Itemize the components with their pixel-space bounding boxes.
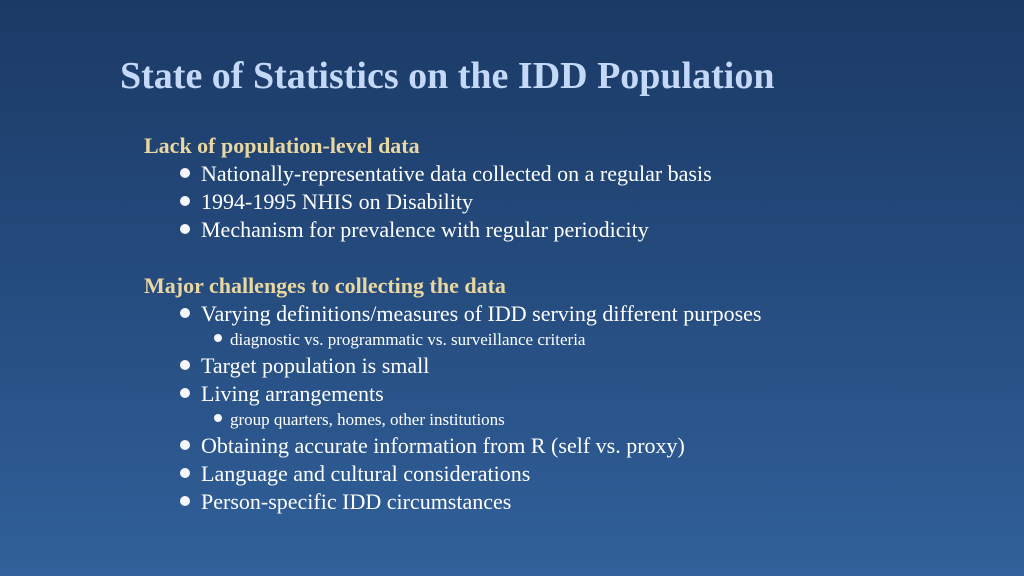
bullet-item: Language and cultural considerations [144,460,1004,488]
sub-bullet-text: diagnostic vs. programmatic vs. surveill… [230,330,586,349]
bullet-item: Person-specific IDD circumstances [144,488,1004,516]
sub-bullet-text: group quarters, homes, other institution… [230,410,505,429]
bullet-dot-icon [180,360,190,370]
sub-bullet-dot-icon [214,414,222,422]
slide-content: Lack of population-level data Nationally… [144,132,1004,516]
sub-bullet-dot-icon [214,334,222,342]
bullet-dot-icon [180,440,190,450]
bullet-text: Target population is small [201,353,430,378]
bullet-item: Target population is small [144,352,1004,380]
section-spacer [144,244,1004,272]
bullet-text: Language and cultural considerations [201,461,531,486]
section-heading-lack-of-data: Lack of population-level data [144,133,420,158]
bullet-text: 1994-1995 NHIS on Disability [201,189,473,214]
bullet-dot-icon [180,388,190,398]
bullet-item: Mechanism for prevalence with regular pe… [144,216,1004,244]
bullet-text: Varying definitions/measures of IDD serv… [201,301,762,326]
bullet-dot-icon [180,196,190,206]
bullet-text: Person-specific IDD circumstances [201,489,512,514]
slide-title: State of Statistics on the IDD Populatio… [120,55,775,97]
bullet-text: Living arrangements [201,381,384,406]
bullet-dot-icon [180,496,190,506]
bullet-dot-icon [180,168,190,178]
bullet-dot-icon [180,468,190,478]
bullet-item: Varying definitions/measures of IDD serv… [144,300,1004,328]
bullet-item: Nationally-representative data collected… [144,160,1004,188]
section-heading-challenges: Major challenges to collecting the data [144,273,506,298]
bullet-item: 1994-1995 NHIS on Disability [144,188,1004,216]
bullet-text: Nationally-representative data collected… [201,161,712,186]
sub-bullet-item: diagnostic vs. programmatic vs. surveill… [144,328,1004,352]
bullet-dot-icon [180,224,190,234]
bullet-item: Living arrangements [144,380,1004,408]
bullet-dot-icon [180,308,190,318]
sub-bullet-item: group quarters, homes, other institution… [144,408,1004,432]
bullet-text: Obtaining accurate information from R (s… [201,433,685,458]
bullet-text: Mechanism for prevalence with regular pe… [201,217,649,242]
bullet-item: Obtaining accurate information from R (s… [144,432,1004,460]
